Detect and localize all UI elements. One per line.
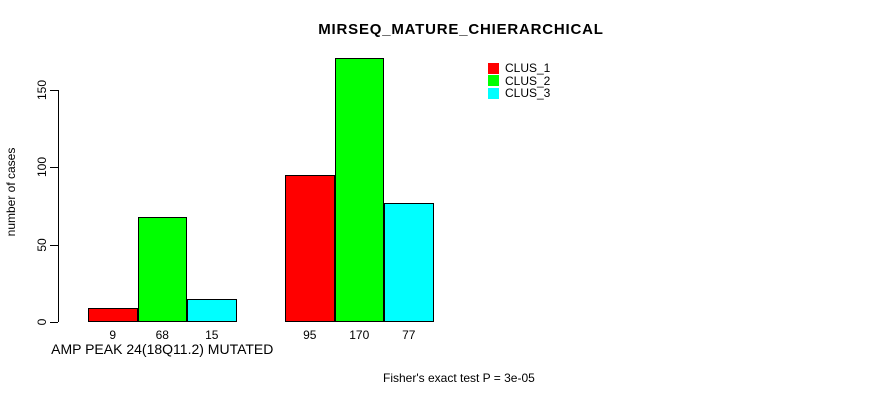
- legend-item-clus_2: CLUS_2: [488, 73, 551, 88]
- y-axis-line: [58, 89, 59, 322]
- legend-swatch-clus_1: [488, 62, 499, 74]
- legend: CLUS_1 CLUS_2 CLUS_3: [488, 61, 551, 101]
- legend-label: CLUS_2: [505, 73, 551, 88]
- bar-value-label: 15: [205, 328, 219, 342]
- y-axis-tick: [50, 322, 58, 323]
- legend-label: CLUS_3: [505, 86, 551, 101]
- y-tick-label: 100: [35, 156, 49, 178]
- bar-clus_2-group2: [334, 58, 384, 322]
- bar-clus_3-group1: [187, 299, 237, 322]
- y-axis-tick: [50, 89, 58, 91]
- legend-swatch-clus_2: [488, 75, 499, 87]
- bar-clus_3-group2: [384, 203, 434, 322]
- bar-value-label: 95: [303, 328, 317, 342]
- stat-annotation: Fisher's exact test P = 3e-05: [383, 371, 535, 385]
- plot-area: 0 50 100 150 9 68 15 AMP PEAK 24(18Q11.2) MUTAT…: [35, 48, 460, 357]
- y-tick-label: 50: [35, 237, 49, 252]
- chart-title: MIRSEQ_MATURE_CHIERARCHICAL: [318, 21, 604, 38]
- x-axis-group-label: AMP PEAK 24(18Q11.2) MUTATED: [51, 341, 274, 357]
- bar-clus_1-group2: [285, 175, 335, 322]
- y-axis-tick: [50, 167, 58, 168]
- y-tick-label: 150: [35, 79, 49, 100]
- bar-value-label: 68: [155, 328, 169, 342]
- bar-value-label: 170: [349, 328, 370, 342]
- y-axis-label: number of cases: [4, 147, 18, 237]
- bar-value-label: 77: [402, 328, 416, 342]
- bar-clus_1-group1: [88, 308, 138, 322]
- bar-clus_2-group1: [137, 217, 187, 322]
- y-tick-label: 0: [35, 318, 49, 326]
- legend-item-clus_1: CLUS_1: [488, 61, 551, 76]
- bar-value-label: 9: [109, 328, 117, 342]
- legend-label: CLUS_1: [505, 61, 551, 76]
- y-axis-tick: [50, 244, 58, 246]
- legend-swatch-clus_3: [488, 87, 499, 99]
- legend-item-clus_3: CLUS_3: [488, 86, 551, 101]
